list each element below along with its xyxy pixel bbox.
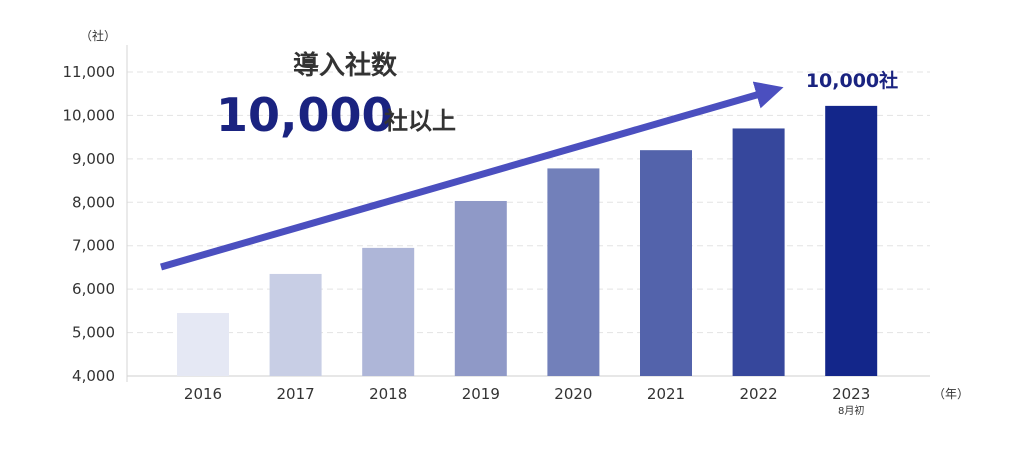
grid-lines [127,71,930,377]
x-tick-label: 2018 [369,385,407,403]
bars [177,105,878,377]
bar-2020 [547,168,600,376]
y-tick-label: 8,000 [72,193,115,211]
x-tick-label: 2023 [832,385,870,403]
bar-2018 [362,247,415,376]
x-tick-label: 2022 [740,385,778,403]
bar-2019 [454,200,507,376]
bar-2022 [732,128,785,376]
y-tick-label: 9,000 [72,150,115,168]
bar-2023 [825,105,878,377]
y-tick-label: 7,000 [72,237,115,255]
y-tick-label: 10,000 [63,106,116,124]
x-tick-label: 2019 [462,385,500,403]
bar-2021 [640,150,692,376]
x-axis-unit: （年） [933,387,969,401]
y-tick-label: 6,000 [72,280,115,298]
headline-suffix: 社以上 [384,107,456,135]
bar-2017 [269,273,322,376]
y-tick-label: 4,000 [72,367,115,385]
y-axis-ticks: 11,000 10,000 9,000 8,000 7,000 6,000 5,000 4,0… [63,63,116,385]
bar-callout-2023: 10,000社 [806,69,898,92]
trend-arrow [160,81,784,271]
bar-2016 [177,313,229,376]
headline-number: 10,000 [216,88,394,142]
x-tick-sublabel: 8月初 [838,404,864,417]
x-tick-label: 2017 [277,385,315,403]
y-tick-label: 5,000 [72,324,115,342]
x-tick-label: 2020 [554,385,592,403]
x-tick-label: 2016 [184,385,222,403]
y-tick-label: 11,000 [63,63,116,81]
y-axis-unit: （社） [80,28,116,43]
headline-title: 導入社数 [293,50,398,81]
x-tick-label: 2021 [647,385,685,403]
